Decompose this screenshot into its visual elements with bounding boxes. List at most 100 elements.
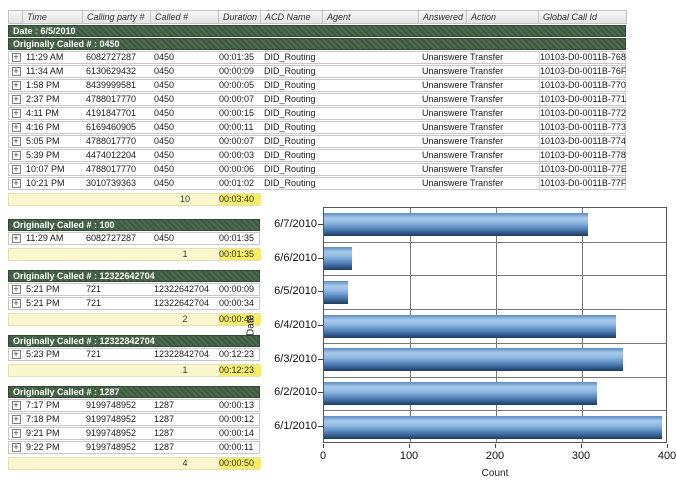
group-header: Originally Called # : 1287	[8, 386, 260, 398]
cell-answered: Unanswered	[422, 108, 467, 118]
cell-answered: Unanswered	[422, 164, 467, 174]
table-row: +7:18 PM 9199748952 1287 00:00:12	[8, 413, 260, 426]
table-row: +11:34 AM 6130629432 0450 00:00:09 DID_Routi…	[8, 65, 626, 78]
cell-acd-name: DID_Routing	[264, 108, 316, 118]
expand-cell: +	[9, 414, 23, 425]
summary-total-duration: 00:00:50	[219, 458, 261, 469]
expand-cell: +	[9, 150, 23, 161]
cell-duration: 00:00:09	[219, 66, 255, 76]
cell-time: 7:18 PM	[26, 414, 60, 424]
column-header-time: Time	[23, 10, 83, 24]
expand-cell: +	[9, 94, 23, 105]
cell-called: 12322642704	[154, 298, 210, 308]
call-report-grid: Time Calling party # Called # Duration ACD N…	[8, 10, 627, 470]
x-axis-tick	[409, 444, 410, 448]
expand-row-icon[interactable]: +	[11, 122, 21, 132]
table-row: +10:07 PM 4788017770 0450 00:00:06 DID_Routi…	[8, 163, 627, 176]
column-header-duration: Duration	[219, 10, 261, 24]
cell-time: 5:39 PM	[26, 150, 60, 160]
cell-calling-party: 721	[86, 284, 102, 294]
expand-cell: +	[9, 80, 23, 91]
cell-action: Transfer	[470, 94, 504, 104]
cell-duration: 00:00:06	[219, 164, 255, 174]
expand-row-icon[interactable]: +	[11, 349, 21, 359]
cell-answered: Unanswered	[422, 80, 467, 90]
y-axis-tick-label: 6/1/2010	[274, 420, 317, 433]
cell-answered: Unanswered	[422, 178, 467, 188]
cell-time: 4:16 PM	[26, 122, 60, 132]
cell-calling-party: 6082727287	[86, 52, 137, 62]
expand-row-icon[interactable]: +	[11, 178, 21, 188]
cell-calling-party: 6130629432	[86, 66, 137, 76]
group-header: Originally Called # : 12322842704	[8, 335, 260, 347]
expand-cell: +	[9, 164, 23, 175]
table-row: +4:16 PM 6169460905 0450 00:00:11 DID_Routin…	[8, 121, 626, 134]
cell-duration: 00:00:14	[219, 428, 255, 438]
table-row: +10:21 PM 3010739363 0450 00:01:02 DID_Routi…	[8, 177, 626, 190]
expand-row-icon[interactable]: +	[11, 94, 21, 104]
column-header-acd-name: ACD Name	[261, 10, 323, 24]
cell-action: Transfer	[470, 52, 504, 62]
cell-duration: 00:12:23	[219, 349, 255, 359]
cell-calling-party: 721	[86, 349, 102, 359]
summary-total-duration: 00:12:23	[219, 365, 261, 376]
cell-time: 11:34 AM	[26, 66, 64, 76]
expand-row-icon[interactable]: +	[11, 442, 21, 452]
table-row: +5:39 PM 4474012204 0450 00:00:03 DID_Routin…	[8, 149, 626, 162]
expand-row-icon[interactable]: +	[11, 233, 21, 243]
expand-cell: +	[9, 66, 23, 77]
cell-called: 12322842704	[154, 349, 210, 359]
bar-6/3/2010	[324, 348, 624, 372]
x-axis-tick-label: 0	[319, 450, 327, 462]
cell-called: 0450	[154, 52, 175, 62]
cell-action: Transfer	[470, 150, 504, 160]
table-row: +7:17 PM 9199748952 1287 00:00:13	[8, 399, 260, 412]
expand-row-icon[interactable]: +	[11, 400, 21, 410]
cell-agent	[323, 150, 419, 161]
cell-acd-name: DID_Routing	[264, 66, 316, 76]
expand-row-icon[interactable]: +	[11, 52, 21, 62]
cell-time: 5:05 PM	[26, 136, 60, 146]
expand-row-icon[interactable]: +	[11, 66, 21, 76]
cell-duration: 00:00:34	[219, 298, 255, 308]
expand-row-icon[interactable]: +	[11, 136, 21, 146]
expand-row-icon[interactable]: +	[11, 164, 21, 174]
expand-cell: +	[9, 400, 23, 411]
cell-action: Transfer	[470, 164, 504, 174]
expand-cell: +	[9, 233, 23, 244]
cell-time: 10:21 PM	[26, 178, 65, 188]
x-axis-tick	[323, 444, 324, 448]
expand-row-icon[interactable]: +	[11, 414, 21, 424]
expand-row-icon[interactable]: +	[11, 298, 21, 308]
cell-agent	[323, 80, 419, 91]
cell-called: 1287	[154, 428, 175, 438]
cell-called: 1287	[154, 414, 175, 424]
cell-global-call-id: 10103-D0-0011B-77E	[539, 164, 627, 175]
expand-row-icon[interactable]: +	[11, 284, 21, 294]
cell-agent	[323, 94, 419, 105]
x-axis-tick-label: 200	[485, 450, 505, 462]
summary-call-count: 10	[179, 194, 190, 204]
cell-acd-name: DID_Routing	[264, 80, 316, 90]
expand-row-icon[interactable]: +	[11, 428, 21, 438]
table-row: +5:23 PM 721 12322842704 00:12:23	[8, 348, 260, 361]
y-axis-tick	[318, 257, 323, 259]
cell-action: Transfer	[470, 80, 504, 90]
cell-answered: Unanswered	[422, 150, 467, 160]
expand-row-icon[interactable]: +	[11, 150, 21, 160]
expand-row-icon[interactable]: +	[11, 80, 21, 90]
cell-called: 0450	[154, 178, 175, 188]
cell-calling-party: 4788017770	[86, 136, 137, 146]
grid-line-horizontal	[324, 309, 666, 311]
plot-area	[323, 207, 667, 443]
expand-row-icon[interactable]: +	[11, 108, 21, 118]
cell-global-call-id: 10103-D0-0011B-77F	[539, 178, 627, 189]
group-header: Originally Called # : 0450	[8, 38, 626, 50]
cell-called: 0450	[154, 122, 175, 132]
y-axis-tick	[318, 392, 323, 394]
column-header-row: Time Calling party # Called # Duration ACD N…	[8, 10, 627, 24]
table-row: +9:22 PM 9199748952 1287 00:00:11	[8, 441, 260, 454]
cell-duration: 00:01:02	[219, 178, 255, 188]
cell-answered: Unanswered	[422, 66, 467, 76]
